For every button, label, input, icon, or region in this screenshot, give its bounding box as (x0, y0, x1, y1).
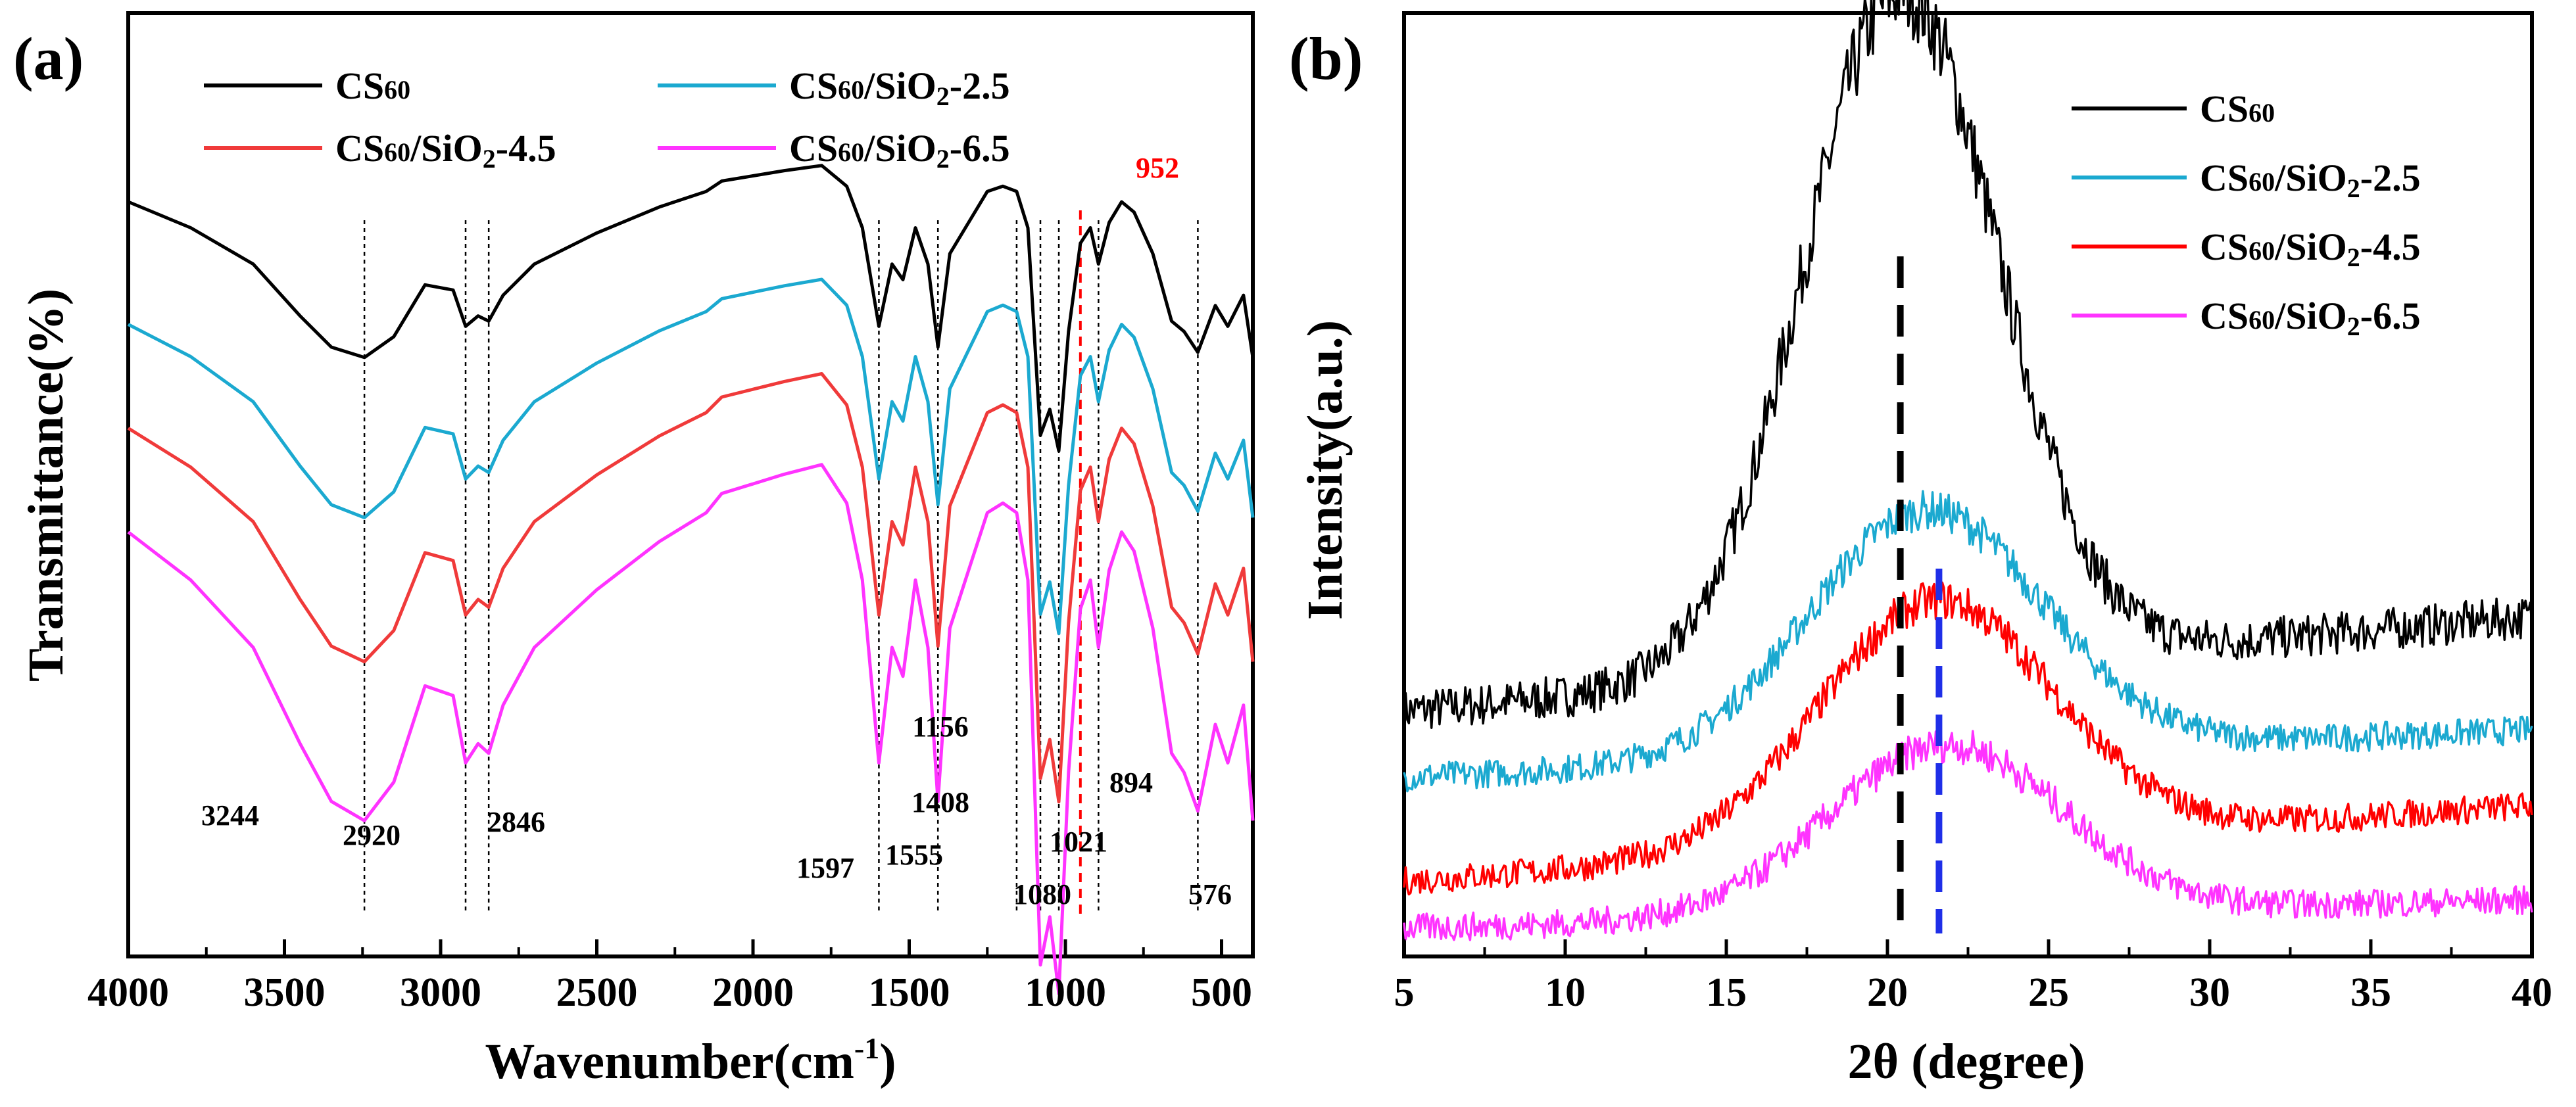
ftir-line (127, 463, 1255, 996)
x-tick-label-a: 1000 (1025, 970, 1106, 1015)
x-tick-label-a: 3000 (400, 970, 481, 1015)
legend-label: CS60/SiO2-4.5 (335, 127, 556, 174)
plot-frame-a (126, 11, 1255, 958)
xrd-line (1403, 728, 2533, 941)
x-axis-label-b: 2θ (degree) (1847, 1034, 2085, 1089)
legend-a: CS60 CS60/SiO2-2.5 CS60/SiO2-4.5 CS60/SiO2-… (204, 64, 1010, 174)
peak-position-lines (1897, 256, 1943, 933)
ftir-line (128, 164, 1255, 453)
ftir-panel: (a) 4000 3500 3000 2500 2000 1500 1000 500 3244… (13, 11, 1255, 1089)
x-tick-label-a: 500 (1191, 970, 1252, 1015)
peak-label: 1555 (885, 839, 943, 871)
peak-label: 1408 (911, 786, 969, 818)
xrd-line (1403, 0, 2533, 733)
xrd-series (1403, 0, 2533, 941)
peak-label: 894 (1109, 766, 1153, 799)
x-tick-label-a: 2000 (712, 970, 794, 1015)
legend-label: CS60/SiO2-4.5 (2200, 225, 2421, 272)
legend-label: CS60/SiO2-2.5 (789, 64, 1010, 111)
y-axis-label-a: Transmittance(%) (18, 289, 74, 682)
legend-b: CS60 CS60/SiO2-2.5 CS60/SiO2-4.5 CS60/SiO2-… (2072, 87, 2421, 341)
legend-label: CS60/SiO2-6.5 (789, 127, 1010, 174)
peak-label: 1080 (1013, 878, 1071, 910)
legend-label: CS60 (335, 64, 410, 107)
peak-label: 1597 (796, 852, 854, 884)
ftir-series (127, 164, 1255, 996)
x-axis-label-a: Wavenumber(cm-1) (485, 1031, 896, 1089)
peak-label: 2920 (343, 819, 401, 851)
xrd-line (1403, 581, 2533, 896)
x-tick-label-a: 2500 (556, 970, 638, 1015)
x-tick-label-b: 30 (2189, 970, 2230, 1015)
peak-label: 1156 (912, 711, 969, 743)
ftir-line (127, 372, 1255, 804)
legend-label: CS60 (2200, 87, 2275, 130)
peak-label: 576 (1188, 878, 1232, 910)
xrd-panel: (b) 5 10 15 20 25 30 35 40 CS60CS60/SiO2-2.5CS6… (1289, 0, 2552, 1089)
peak-label: 3244 (201, 799, 259, 832)
x-axis-ticks-b: 5 10 15 20 25 30 35 40 (1394, 939, 2552, 1015)
x-tick-label-b: 25 (2028, 970, 2069, 1015)
x-tick-label-b: 20 (1867, 970, 1908, 1015)
panel-label-b: (b) (1289, 25, 1363, 92)
x-tick-label-a: 3500 (244, 970, 326, 1015)
legend-label: CS60/SiO2-6.5 (2200, 294, 2421, 341)
x-axis-ticks-a: 4000 3500 3000 2500 2000 1500 1000 500 (87, 939, 1252, 1015)
peak-label: 2846 (487, 806, 545, 838)
x-tick-label-b: 5 (1394, 970, 1415, 1015)
legend-label: CS60/SiO2-2.5 (2200, 156, 2421, 203)
x-tick-label-a: 4000 (87, 970, 169, 1015)
peak-label: 952 (1136, 152, 1179, 184)
x-tick-label-b: 15 (1706, 970, 1747, 1015)
x-tick-label-a: 1500 (869, 970, 950, 1015)
x-tick-label-b: 35 (2350, 970, 2391, 1015)
x-tick-label-b: 40 (2512, 970, 2552, 1015)
peak-label: 1021 (1050, 826, 1107, 858)
y-axis-label-b: Intensity(a.u.) (1298, 320, 1353, 620)
xrd-line (1403, 490, 2533, 793)
panel-label-a: (a) (13, 25, 84, 92)
ftir-line (127, 277, 1255, 636)
x-tick-label-b: 10 (1545, 970, 1586, 1015)
